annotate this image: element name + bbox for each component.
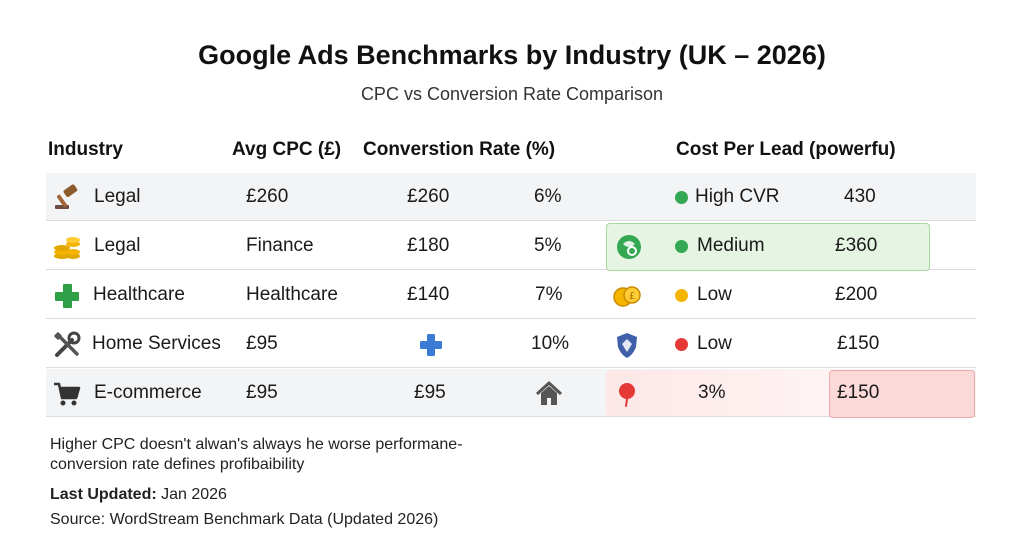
last-updated-label: Last Updated: xyxy=(50,486,157,503)
status-dot-yellow xyxy=(675,289,688,302)
shield-icon xyxy=(617,333,637,358)
cost-cell: £360 xyxy=(835,235,878,256)
cpc-cell-2: £260 xyxy=(407,186,450,207)
gold-coins-icon: £ xyxy=(613,286,641,307)
industry-cell: Legal xyxy=(94,235,141,256)
status-dot-green xyxy=(675,240,688,253)
last-updated: Last Updated: Jan 2026 xyxy=(50,486,227,504)
tools-icon xyxy=(54,331,81,357)
cpc-cell-2: £140 xyxy=(407,284,450,305)
medical-cross-icon xyxy=(55,284,79,308)
svg-text:£: £ xyxy=(629,291,635,302)
status-cell: 3% xyxy=(698,382,726,403)
highlight-red-cost xyxy=(829,370,975,418)
rate-cell: 7% xyxy=(535,284,563,305)
cpc-cell: £95 xyxy=(246,333,278,354)
chart-title: Google Ads Benchmarks by Industry (UK – … xyxy=(198,40,826,70)
cart-icon xyxy=(54,382,81,406)
gavel-icon xyxy=(55,184,78,209)
house-icon xyxy=(535,381,563,405)
row-divider xyxy=(46,269,976,270)
rate-cell: 6% xyxy=(534,186,562,207)
source-note: Source: WordStream Benchmark Data (Updat… xyxy=(50,511,439,528)
header-conversion-rate: Converstion Rate (%) xyxy=(363,139,556,160)
table-row-legal-2: Legal Finance £180 5% Medium £360 xyxy=(46,222,976,271)
industry-cell: Legal xyxy=(94,186,141,207)
industry-cell: Home Services xyxy=(92,333,221,354)
last-updated-value: Jan 2026 xyxy=(156,486,227,503)
cost-cell: £150 xyxy=(837,333,880,354)
globe-leaf-icon xyxy=(617,235,641,259)
table-row-ecommerce: E-commerce £95 £95 3% £150 xyxy=(46,369,976,418)
row-divider xyxy=(46,416,976,417)
row-divider xyxy=(46,367,976,368)
status-cell: High CVR xyxy=(695,186,780,207)
header-avg-cpc: Avg CPC (£) xyxy=(232,139,342,160)
cpc-cell-2: £95 xyxy=(414,382,446,403)
cpc-cell: £95 xyxy=(246,382,278,403)
footnote-line-2: conversion rate defines profibaibility xyxy=(50,456,305,473)
footnote-line-1: Higher CPC doesn't alwan's always he wor… xyxy=(50,436,463,453)
status-cell: Low xyxy=(697,284,732,305)
cpc-cell-2: £180 xyxy=(407,235,450,256)
rate-cell: 5% xyxy=(534,235,562,256)
table-row-healthcare: Healthcare Healthcare £140 7% £ Low £200 xyxy=(46,271,976,319)
status-dot-green xyxy=(675,191,688,204)
row-divider xyxy=(46,318,976,319)
cost-cell: 430 xyxy=(844,186,876,207)
coins-icon xyxy=(54,237,80,259)
status-dot-red xyxy=(675,338,688,351)
rate-cell: 10% xyxy=(531,333,570,354)
status-cell: Medium xyxy=(697,235,765,256)
cost-cell: £150 xyxy=(837,382,880,403)
cpc-cell: £260 xyxy=(246,186,289,207)
header-industry: Industry xyxy=(48,139,123,160)
table-row-home-services: Home Services £95 10% Low £150 xyxy=(46,320,976,368)
row-divider xyxy=(46,220,976,221)
plus-icon xyxy=(420,334,442,356)
industry-cell: Healthcare xyxy=(93,284,185,305)
status-cell: Low xyxy=(697,333,732,354)
header-cost-per-lead: Cost Per Lead (powerfu) xyxy=(676,139,896,160)
highlight-green xyxy=(606,223,930,271)
table-row-legal-1: Legal £260 £260 6% High CVR 430 xyxy=(46,173,976,221)
cpc-cell: Healthcare xyxy=(246,284,338,305)
industry-cell: E-commerce xyxy=(94,382,202,403)
cpc-cell: Finance xyxy=(246,235,314,256)
cost-cell: £200 xyxy=(835,284,878,305)
highlight-red xyxy=(606,370,866,416)
chart-subtitle: CPC vs Conversion Rate Comparison xyxy=(360,84,664,104)
red-pin-icon xyxy=(619,383,635,407)
